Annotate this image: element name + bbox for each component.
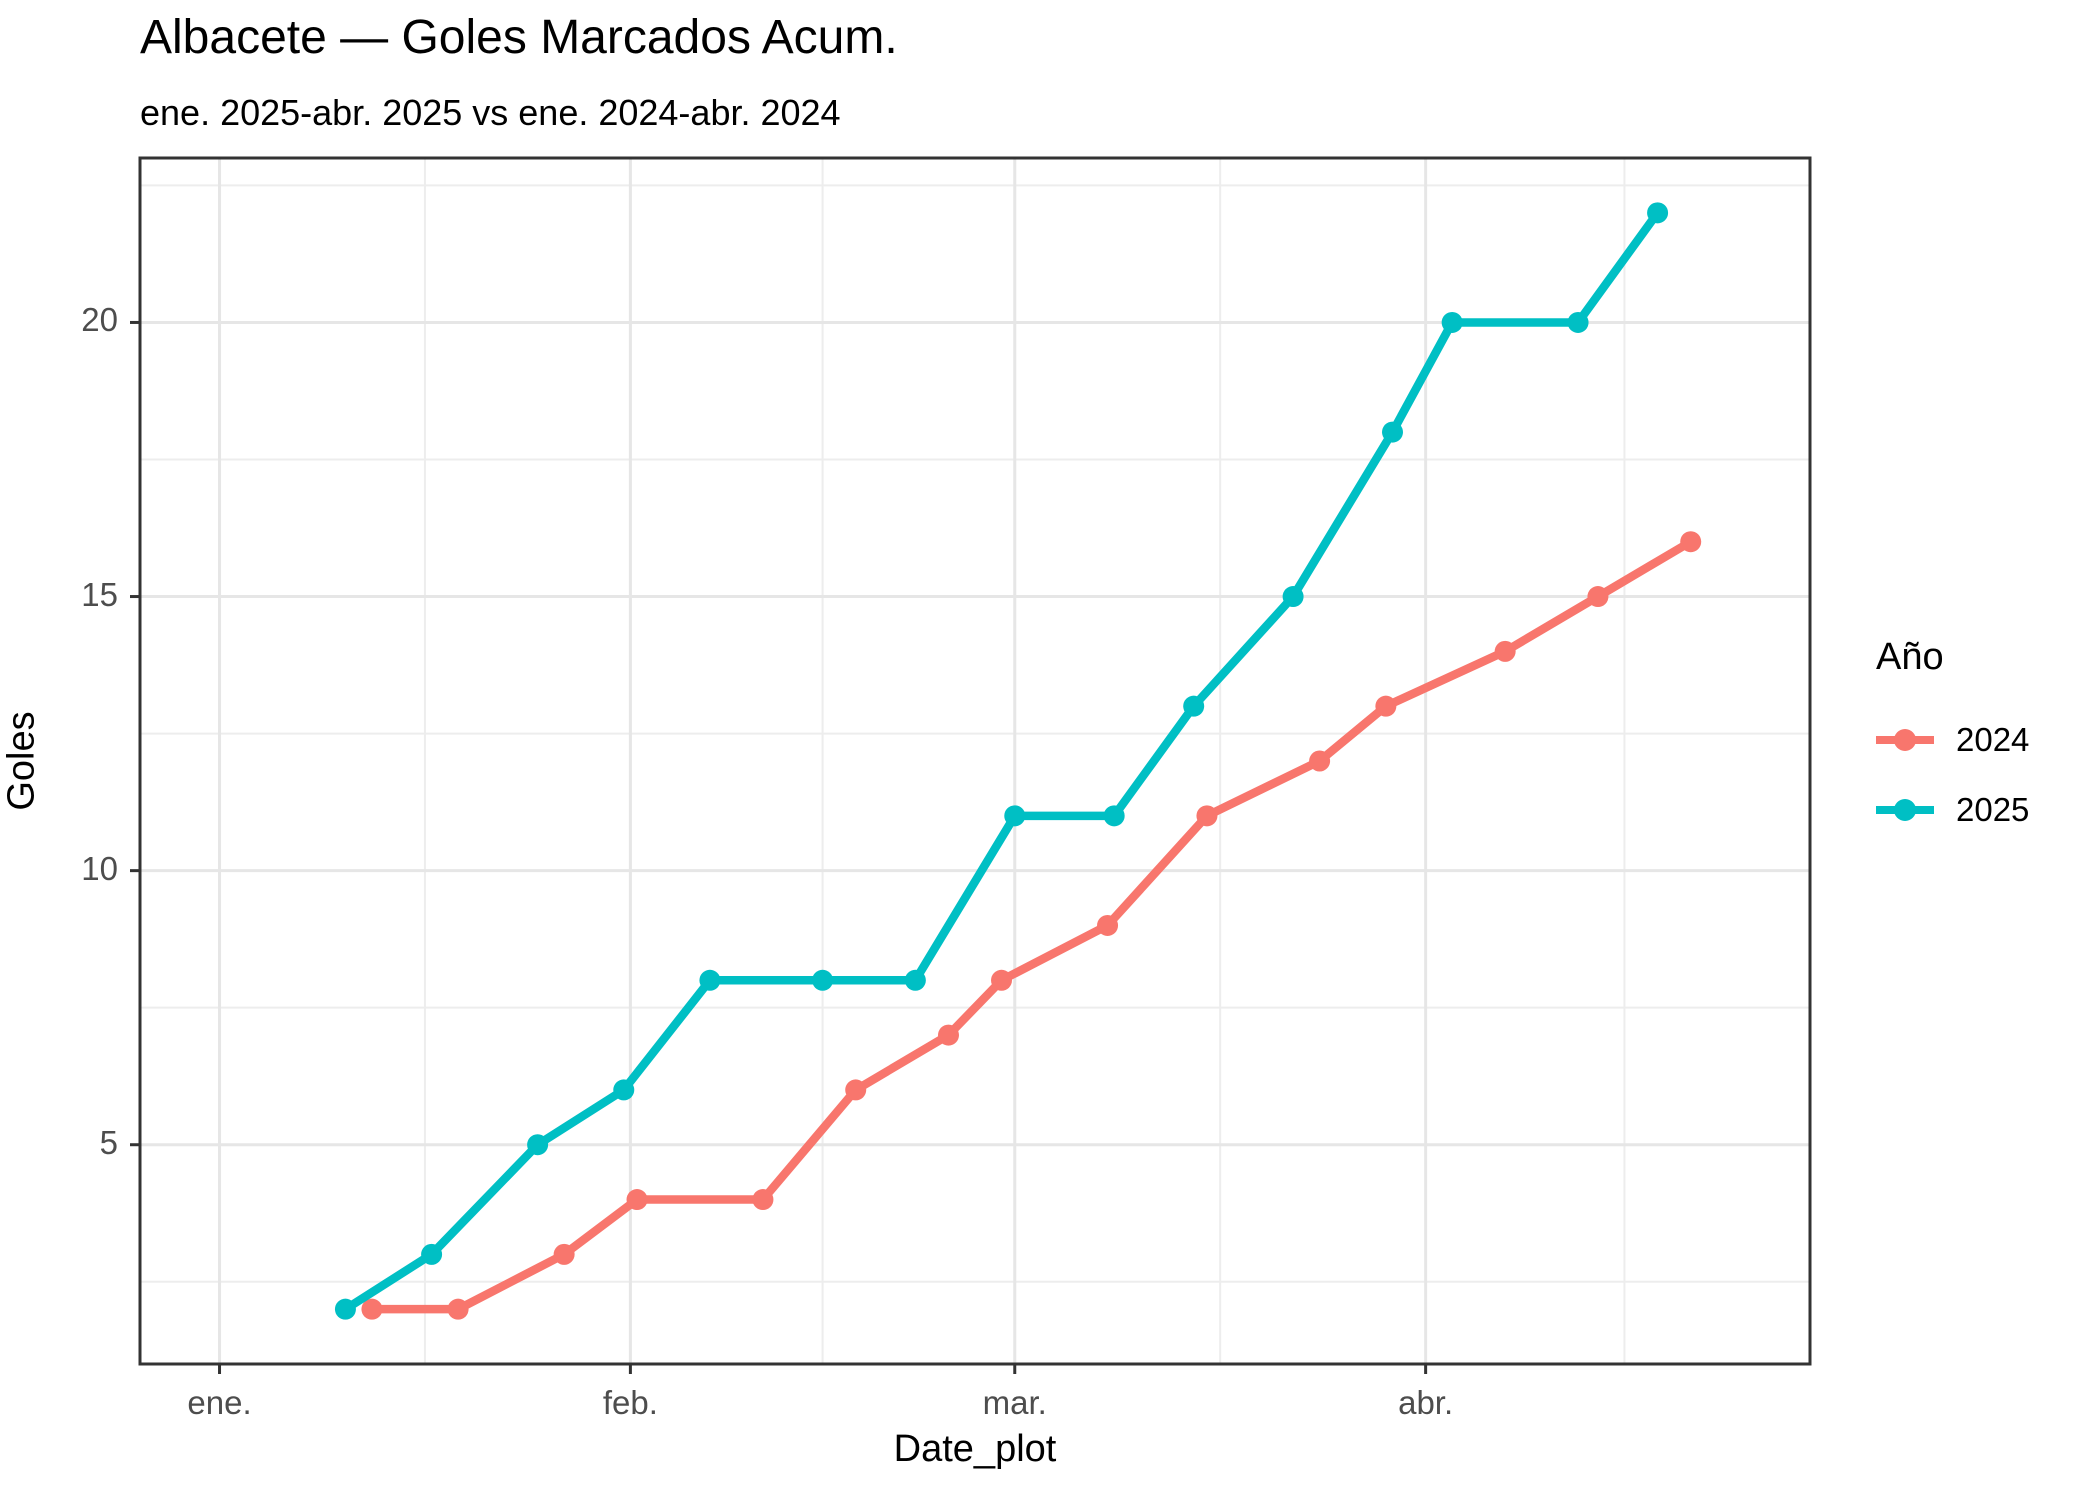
data-point-2025 xyxy=(1382,421,1403,443)
data-point-2024 xyxy=(845,1079,867,1101)
y-tick-label: 15 xyxy=(81,575,118,613)
data-point-2025 xyxy=(1647,202,1669,224)
data-point-2025 xyxy=(1103,805,1125,827)
legend-key-2024 xyxy=(1876,705,1934,775)
data-point-2024 xyxy=(991,969,1013,991)
y-tick-label: 20 xyxy=(81,301,118,339)
x-tick-label: ene. xyxy=(187,1384,252,1421)
legend: Año 2024 2025 xyxy=(1876,636,2029,845)
y-axis-title: Goles xyxy=(0,711,43,811)
data-point-2024 xyxy=(626,1189,648,1211)
data-point-2024 xyxy=(1587,586,1609,608)
data-point-2025 xyxy=(334,1298,356,1320)
data-point-2024 xyxy=(1494,640,1516,662)
plot-subtitle: ene. 2025-abr. 2025 vs ene. 2024-abr. 20… xyxy=(140,92,841,133)
data-point-2025 xyxy=(1183,695,1205,717)
data-point-2024 xyxy=(1375,695,1397,717)
legend-key-dot-icon xyxy=(1894,799,1916,821)
legend-title: Año xyxy=(1876,636,1944,678)
x-tick-label: abr. xyxy=(1398,1384,1454,1421)
panel-border xyxy=(138,156,1812,1366)
data-point-2024 xyxy=(1309,750,1331,772)
legend-entry-2025: 2025 xyxy=(1876,775,2029,845)
data-point-2024 xyxy=(1680,531,1702,553)
data-point-2025 xyxy=(1004,805,1026,827)
data-point-2024 xyxy=(752,1189,774,1211)
data-point-2025 xyxy=(1441,311,1463,333)
data-point-2025 xyxy=(812,969,834,991)
data-point-2025 xyxy=(699,969,721,991)
data-point-2024 xyxy=(1196,805,1218,827)
data-point-2025 xyxy=(613,1079,635,1101)
y-tick-label: 10 xyxy=(81,849,118,887)
y-tick-label: 5 xyxy=(99,1123,118,1161)
data-point-2025 xyxy=(527,1134,549,1156)
data-point-2025 xyxy=(1282,586,1304,608)
x-tick-label: feb. xyxy=(602,1384,658,1421)
series-line-2024 xyxy=(367,537,1695,1314)
legend-key-dot-icon xyxy=(1894,729,1916,751)
data-point-2024 xyxy=(361,1298,383,1320)
x-tick-label: mar. xyxy=(982,1384,1047,1421)
data-point-2024 xyxy=(447,1298,469,1320)
data-point-2025 xyxy=(421,1243,443,1265)
data-point-2025 xyxy=(1567,311,1589,333)
data-point-2024 xyxy=(553,1243,575,1265)
x-axis-title: Date_plot xyxy=(893,1428,1057,1470)
legend-entry-2024: 2024 xyxy=(1876,705,2029,775)
data-point-2024 xyxy=(1097,914,1119,936)
legend-label-2025: 2025 xyxy=(1956,791,2030,828)
data-point-2025 xyxy=(904,969,926,991)
legend-label-2024: 2024 xyxy=(1956,721,2030,758)
legend-key-2025 xyxy=(1876,775,1934,845)
plot-title: Albacete — Goles Marcados Acum. xyxy=(140,11,898,64)
data-point-2024 xyxy=(937,1024,959,1046)
